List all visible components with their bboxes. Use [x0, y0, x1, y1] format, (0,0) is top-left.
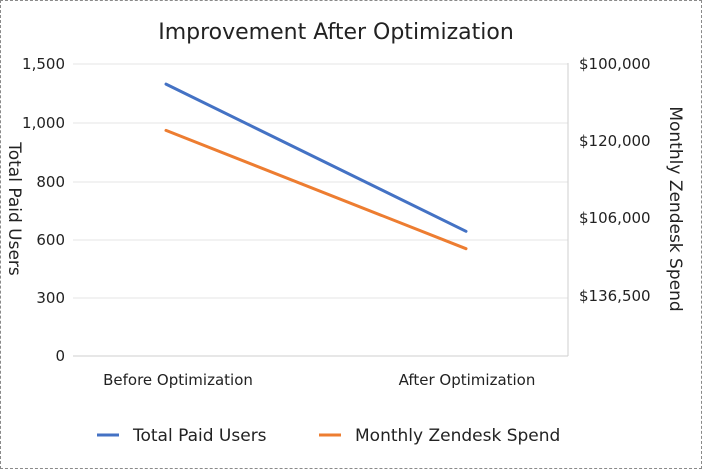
gridlines	[73, 63, 568, 299]
y-tick-label: 300	[36, 289, 65, 307]
series-line-monthly-zendesk-spend	[164, 128, 468, 251]
y-tick-label: 0	[55, 347, 65, 365]
secondary-y-tick-label: $100,000	[579, 55, 651, 73]
legend: Total Paid Users Monthly Zendesk Spend	[97, 426, 560, 446]
x-tick-label: After Optimization	[399, 371, 536, 389]
series-lines	[164, 82, 468, 251]
legend-label: Total Paid Users	[132, 426, 267, 446]
secondary-y-tick-label: $120,000	[579, 132, 651, 150]
series-line-total-paid-users	[164, 82, 468, 233]
secondary-y-tick-label: $106,000	[579, 209, 651, 227]
secondary-y-tick-label: $136,500	[579, 287, 651, 305]
y-tick-label: 1,000	[22, 114, 65, 132]
y-tick-label: 800	[36, 173, 65, 191]
y-tick-label: 600	[36, 231, 65, 249]
x-tick-label: Before Optimization	[103, 371, 253, 389]
legend-label: Monthly Zendesk Spend	[355, 426, 560, 446]
chart-title: Improvement After Optimization	[158, 20, 514, 45]
y-axis-ticks: 0 300 600 800 1,000 1,500	[22, 55, 65, 365]
y-axis-title: Total Paid Users	[4, 141, 24, 276]
secondary-y-axis-ticks: $100,000 $120,000 $106,000 $136,500	[579, 55, 651, 305]
x-axis-ticks: Before Optimization After Optimization	[103, 371, 535, 389]
y-tick-label: 1,500	[22, 55, 65, 73]
secondary-y-axis-title: Monthly Zendesk Spend	[665, 106, 685, 311]
